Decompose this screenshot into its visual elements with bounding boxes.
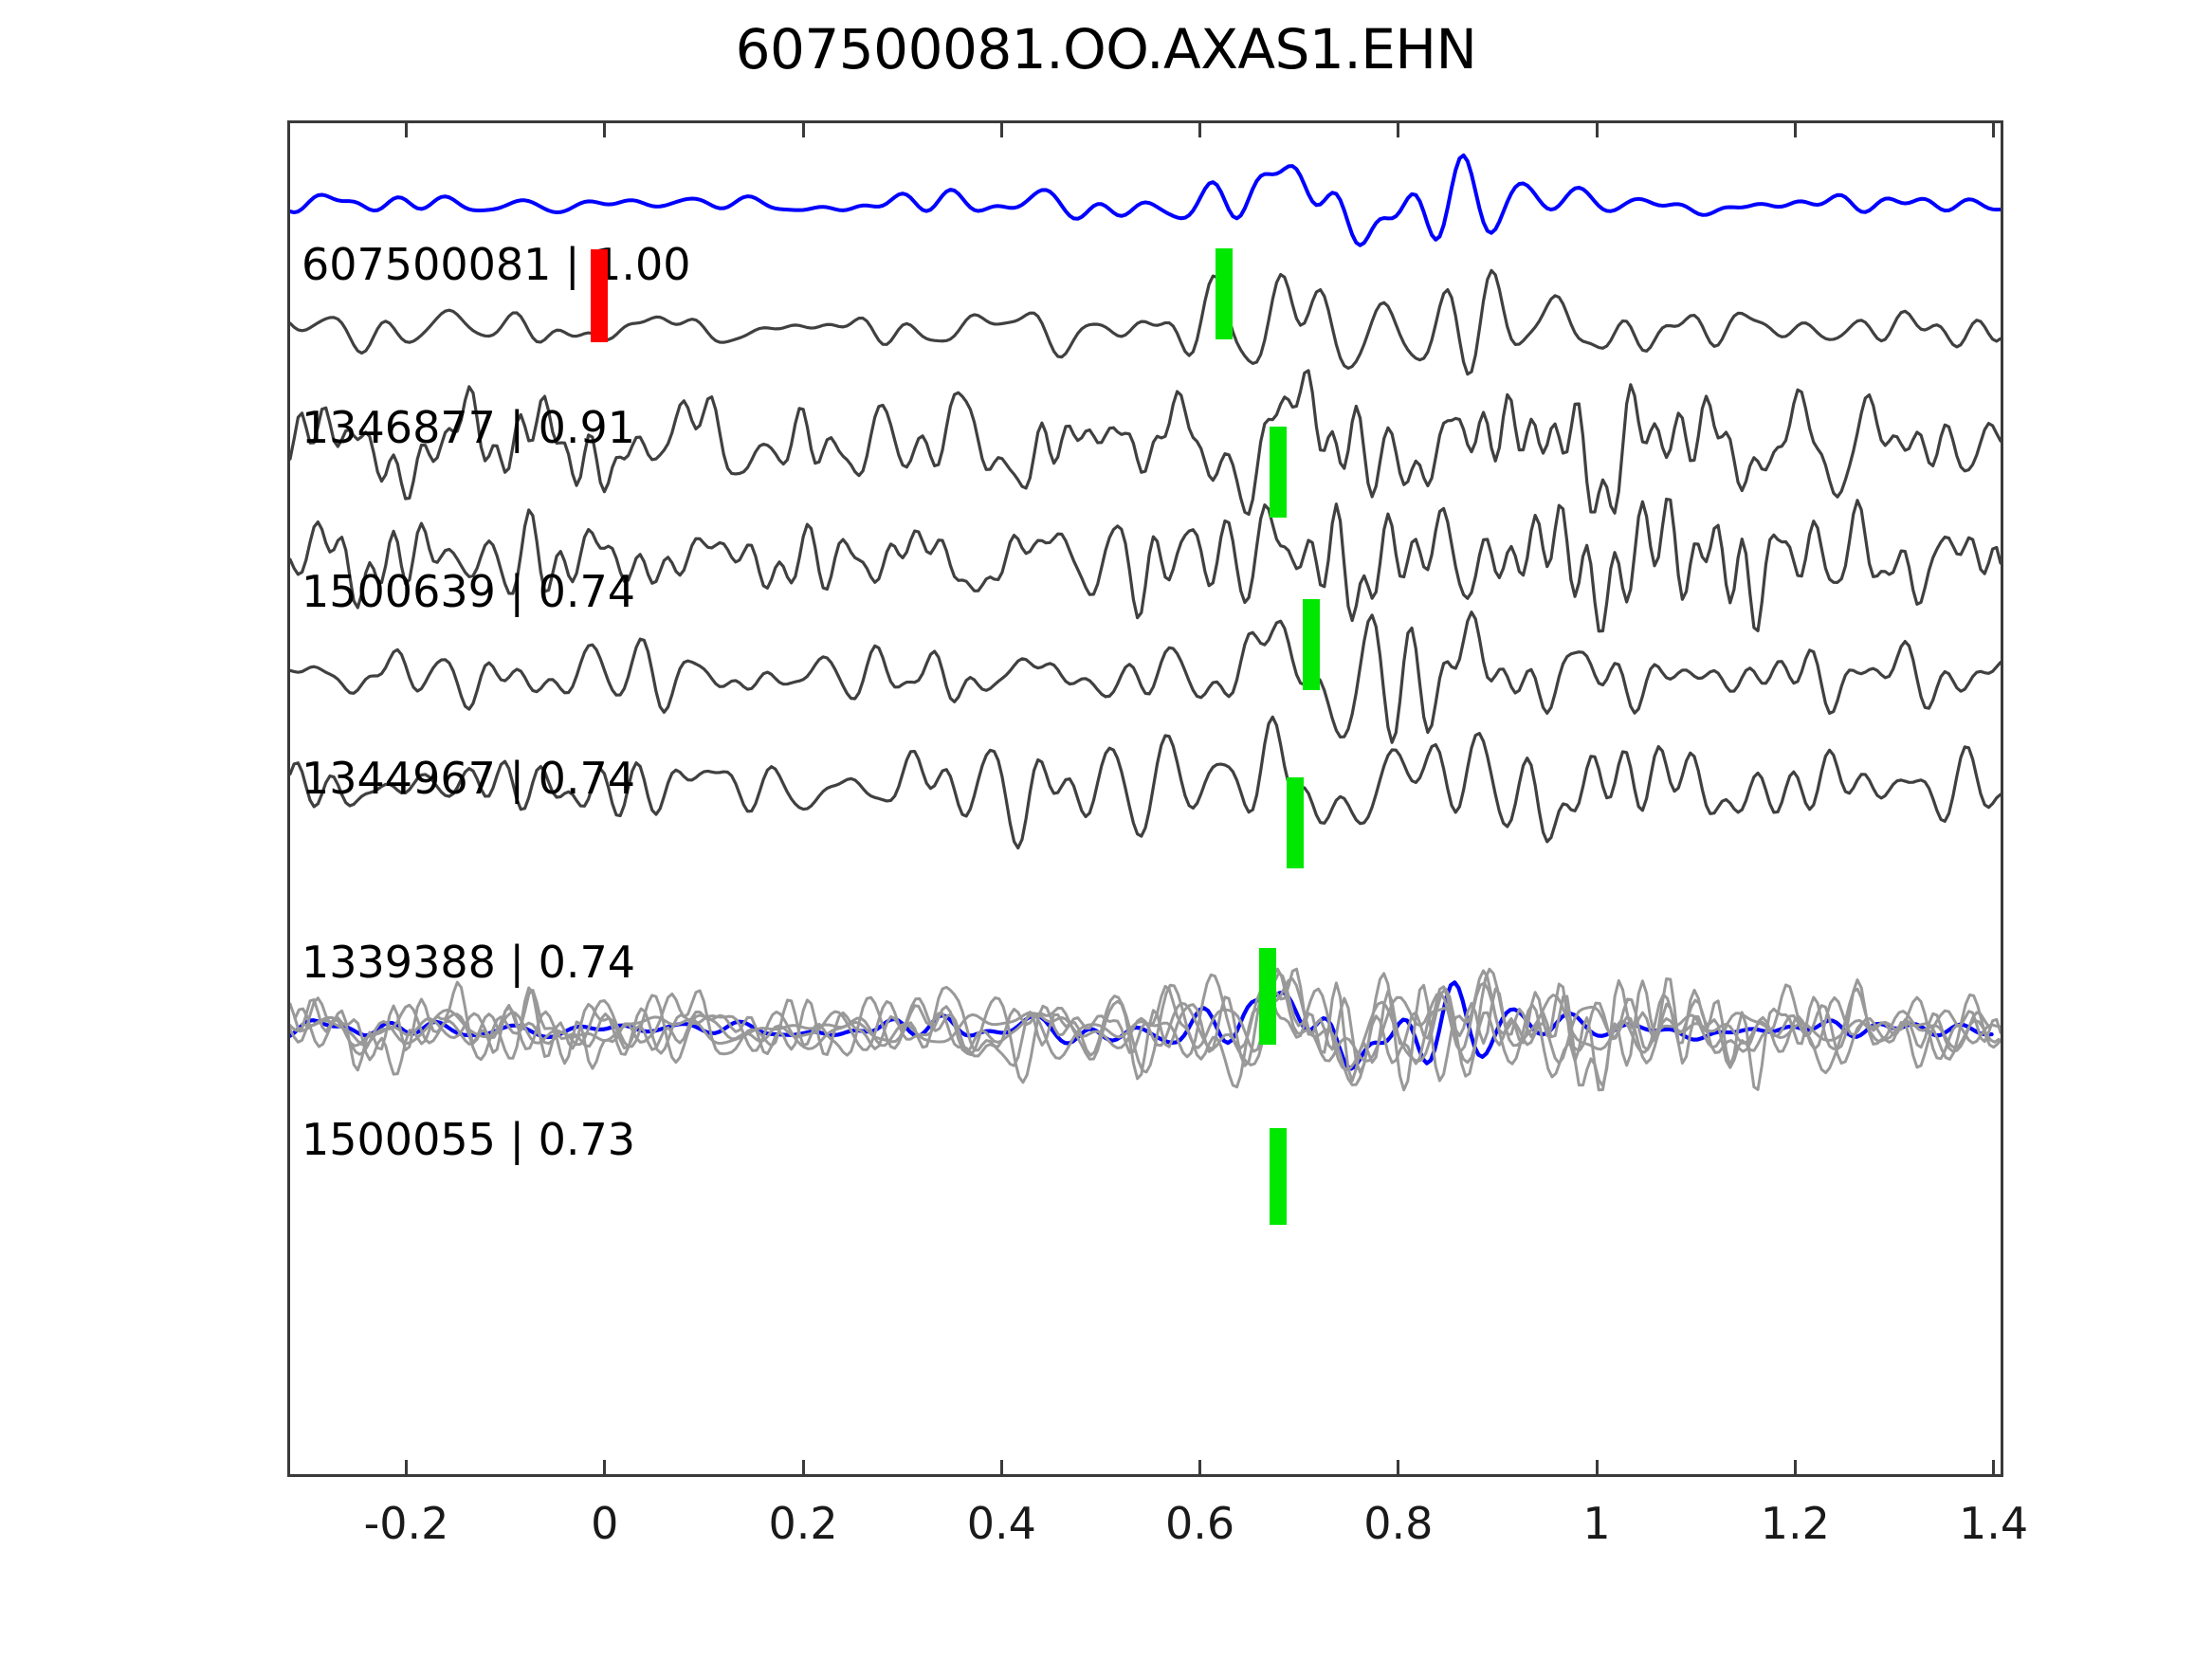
x-axis-tick-label: 0.6 bbox=[1164, 1498, 1235, 1549]
s-pick-marker bbox=[1270, 427, 1287, 518]
x-axis-tick-mark bbox=[405, 1460, 409, 1477]
row-label-1500055: 1500055 | 0.73 bbox=[302, 1114, 636, 1165]
s-pick-marker bbox=[1216, 248, 1233, 339]
x-axis-tick-label: 0.2 bbox=[768, 1498, 838, 1549]
x-axis-tick-mark-top bbox=[405, 120, 409, 137]
s-pick-marker bbox=[1287, 777, 1304, 868]
x-axis-tick-mark bbox=[1793, 1460, 1797, 1477]
x-axis-tick-label: 1 bbox=[1582, 1498, 1611, 1549]
x-axis-tick-label: 1.4 bbox=[1958, 1498, 2029, 1549]
row-label-1344967: 1344967 | 0.74 bbox=[302, 753, 636, 804]
x-axis-tick-mark-top bbox=[801, 120, 805, 137]
x-axis-tick-mark-top bbox=[999, 120, 1003, 137]
waveform-trace bbox=[290, 270, 2001, 374]
x-axis-tick-mark bbox=[603, 1460, 607, 1477]
x-axis-tick-label: 1.2 bbox=[1760, 1498, 1830, 1549]
waveform-trace bbox=[290, 371, 2001, 515]
waveform-traces bbox=[290, 123, 2001, 1474]
x-axis-tick-mark bbox=[999, 1460, 1003, 1477]
waveform-trace bbox=[290, 155, 2001, 246]
waveform-trace bbox=[290, 500, 2001, 631]
row-label-1500639: 1500639 | 0.74 bbox=[302, 566, 636, 617]
s-pick-marker bbox=[1270, 1128, 1287, 1225]
row-label-607500081: 607500081 | 1.00 bbox=[302, 239, 691, 290]
row-label-1346877: 1346877 | 0.91 bbox=[302, 402, 636, 453]
x-axis-tick-label: 0 bbox=[591, 1498, 619, 1549]
waveform-trace bbox=[290, 612, 2001, 743]
x-axis-tick-label: 0.4 bbox=[966, 1498, 1036, 1549]
x-axis-tick-mark bbox=[1397, 1460, 1400, 1477]
x-axis-tick-mark-top bbox=[1397, 120, 1400, 137]
x-axis-tick-mark-top bbox=[1992, 120, 1996, 137]
s-pick-marker bbox=[1303, 599, 1320, 690]
x-axis-tick-mark bbox=[1992, 1460, 1996, 1477]
overlay-detection-trace bbox=[302, 971, 2001, 1090]
s-pick-marker bbox=[1259, 948, 1276, 1045]
overlay-detection-trace bbox=[295, 969, 2001, 1082]
x-axis-tick-mark bbox=[1198, 1460, 1202, 1477]
x-axis-tick-mark bbox=[1595, 1460, 1599, 1477]
plot-axes bbox=[287, 120, 2003, 1477]
row-label-1339388: 1339388 | 0.74 bbox=[302, 937, 636, 988]
x-axis-tick-mark-top bbox=[1595, 120, 1599, 137]
overlay-template-trace bbox=[290, 982, 1992, 1068]
p-pick-marker bbox=[591, 249, 608, 342]
x-axis-tick-mark-top bbox=[1793, 120, 1797, 137]
x-axis-tick-mark-top bbox=[1198, 120, 1202, 137]
x-axis-tick-mark bbox=[801, 1460, 805, 1477]
page-title: 607500081.OO.AXAS1.EHN bbox=[735, 17, 1477, 82]
x-axis-tick-mark-top bbox=[603, 120, 607, 137]
x-axis-tick-label: -0.2 bbox=[363, 1498, 449, 1549]
x-axis-tick-label: 0.8 bbox=[1363, 1498, 1434, 1549]
waveform-trace bbox=[290, 717, 2001, 848]
